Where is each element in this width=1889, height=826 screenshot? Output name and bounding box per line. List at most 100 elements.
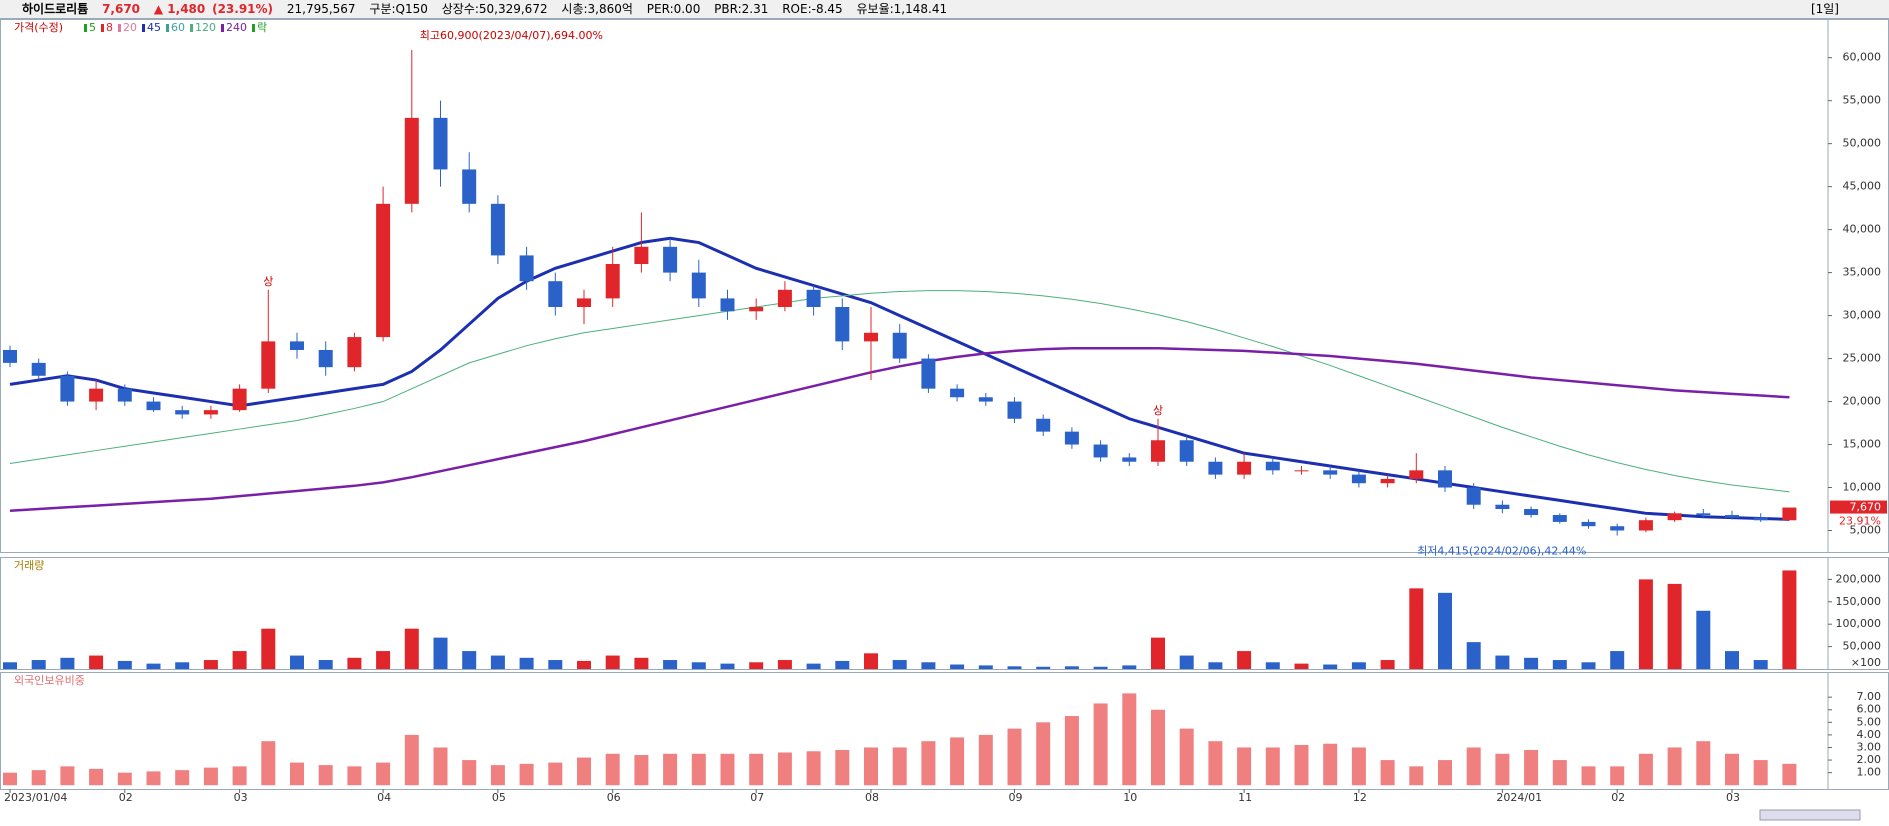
candle-body [146,401,161,411]
change: ▲ 1,480 [153,2,206,16]
x-tick-label: 11 [1238,791,1252,804]
bar [60,766,75,786]
x-tick-label: 03 [234,791,248,804]
candle-body [1093,444,1108,458]
candle-body [605,264,620,299]
x-tick-label: 02 [119,791,133,804]
bar [1552,660,1567,669]
candle-body [1380,478,1395,484]
bar [89,768,104,786]
candle-body [1151,440,1165,462]
field: PBR:2.31 [714,2,769,16]
bar [978,665,993,669]
annotation: 최고60,900(2023/04/07),694.00% [420,29,603,42]
bar [89,655,104,669]
pane [0,557,1889,670]
candle-body [1265,461,1280,471]
candle-body [1610,526,1625,531]
bar [605,753,620,786]
bar [462,651,477,669]
candle-body [663,246,678,273]
y-tick-label: 50,000 [1843,640,1882,653]
bar [691,753,706,786]
bar [1294,744,1309,786]
bar [663,660,678,669]
bar [146,663,161,669]
bar [1552,760,1567,786]
x-tick-label: 03 [1726,791,1740,804]
bar [749,753,764,786]
pane-title: 가격(수정) [14,21,63,34]
candle-body [3,349,17,363]
bar [720,753,735,786]
candle-body [1638,520,1653,531]
field: ROE:-8.45 [782,2,843,16]
bar [404,734,419,786]
bar [117,772,132,786]
y-tick-label: 4.00 [1857,728,1882,741]
y-tick-label: 15,000 [1843,438,1882,451]
bar [404,628,419,669]
candle-body [691,272,706,299]
legend-label: 20 [123,21,137,34]
candle-body [404,117,419,204]
bar [950,737,965,786]
candle-body [1438,470,1452,488]
pane [0,19,1889,553]
bar [720,663,735,669]
legend-swatch [142,24,145,32]
bar [261,628,276,669]
bar [777,752,792,786]
bar [1438,592,1452,669]
chart: 5,000 10,000 15,000 20,000 25,000 30,000 35,00… [0,19,1889,821]
y-tick-label: 5,000 [1850,524,1882,537]
y-tick-label: 2.00 [1857,753,1882,766]
x-tick-label: 04 [377,791,391,804]
candle-body [1466,487,1481,505]
bar [1093,703,1108,786]
legend-label: 락 [257,21,267,34]
bar [175,662,190,669]
bar [548,660,563,669]
bar [1179,728,1194,786]
bar [376,762,391,786]
candle-body [117,388,132,402]
candle-body [1237,461,1252,475]
bar [806,751,821,786]
bar [1638,753,1653,786]
bar [1409,766,1424,786]
candle-body [1725,515,1739,518]
y-tick-label: 20,000 [1843,395,1882,408]
bar [1725,651,1739,669]
period[interactable]: [1일] [1810,2,1839,16]
legend-swatch [221,24,224,32]
bar [519,763,534,786]
candle-body [433,117,448,170]
bar [60,657,75,669]
volume: 21,795,567 [286,2,356,16]
bar [1495,753,1510,786]
candle-body [749,306,764,312]
candle-body [1581,521,1596,527]
bar [691,662,706,669]
bar [1351,662,1366,669]
bar [261,741,276,786]
scrollbar [1759,809,1861,821]
bar [462,760,477,786]
bar [1064,716,1079,786]
bar [1294,663,1309,669]
bar [1610,766,1625,786]
candle-body [1753,517,1768,521]
candle-body [519,255,534,282]
legend-label: 8 [106,21,113,34]
unit-label: ×100 [1851,656,1881,669]
candle-body [318,349,333,368]
legend-swatch [166,24,169,32]
candle-body [720,298,735,312]
pane-title: 거래량 [14,559,44,572]
y-tick-label: 55,000 [1843,94,1882,107]
legend-swatch [118,24,121,32]
candle-body [1007,401,1022,419]
y-tick-label: 30,000 [1843,309,1882,322]
